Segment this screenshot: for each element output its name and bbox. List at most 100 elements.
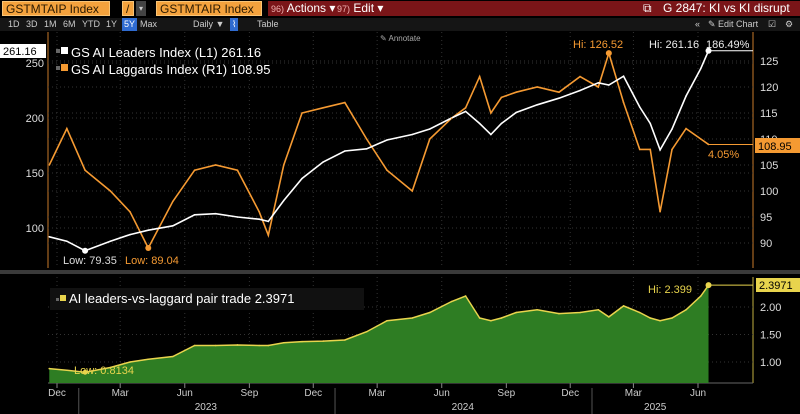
laggards-point (109, 190, 112, 192)
laggards-point (84, 169, 86, 171)
leaders-point (193, 214, 196, 216)
pair-legend-swatch (60, 295, 66, 301)
edit-label: Edit ▾ (353, 1, 384, 15)
leaders-point (685, 95, 687, 97)
legend-marker-bg (56, 66, 60, 70)
x-tick-label: Jun (434, 388, 450, 399)
laggards-point (649, 148, 652, 151)
pair-point (109, 366, 112, 369)
leaders-last-tag (0, 44, 46, 58)
pair-point (478, 317, 481, 319)
laggards-point (344, 101, 346, 104)
pair-point (147, 358, 150, 361)
table-button[interactable]: Table (257, 19, 279, 29)
security-2-field[interactable]: GSTMTAIR Index (156, 1, 262, 16)
range-1y[interactable]: 1Y (106, 19, 118, 29)
left-tick-label: 100 (26, 223, 44, 235)
range-ytd[interactable]: YTD (82, 19, 100, 29)
pair-point (48, 367, 51, 370)
pair-point (214, 344, 217, 347)
pair-point (193, 344, 196, 347)
laggards-point (267, 234, 270, 236)
leaders-point (172, 225, 174, 227)
actions-menu[interactable]: 96) Actions ▾ (268, 1, 338, 16)
x-tick-label: Dec (561, 388, 579, 399)
range-1m[interactable]: 1M (44, 19, 57, 29)
security-1-field[interactable]: GSTMTAIP Index (2, 1, 110, 16)
laggards-point (450, 117, 453, 119)
leaders-point (322, 161, 324, 163)
laggards-point (579, 75, 581, 78)
leaders-point (536, 104, 539, 106)
pair-point (301, 340, 303, 343)
pair-point (515, 311, 517, 314)
laggards-point (429, 138, 431, 140)
x-tick-label: Jun (690, 388, 706, 399)
leaders-point (365, 148, 368, 150)
chart-type-icon[interactable]: ⌇ (230, 18, 239, 31)
range-5y[interactable]: 5Y (122, 18, 138, 31)
gear-icon[interactable]: ⚙ (785, 19, 794, 29)
pair-low-marker (82, 369, 88, 375)
edit-chart-button[interactable]: ✎ Edit Chart (708, 19, 759, 29)
right-tick-label: 100 (760, 186, 778, 198)
leaders-point (500, 122, 503, 125)
right-tick-label: 115 (760, 108, 778, 120)
pair-point (429, 311, 431, 314)
frequency-select[interactable]: Daily ▼ (193, 19, 225, 29)
leaders-point (109, 240, 112, 242)
right-tick-label: 125 (760, 56, 778, 68)
leaders-low-marker (82, 247, 89, 254)
x-tick-label: Jun (177, 388, 193, 399)
pair-area (49, 285, 709, 383)
pair-point (638, 311, 641, 314)
pair-point (622, 305, 625, 307)
pair-point (671, 317, 673, 319)
pair-last-value: 2.3971 (759, 280, 793, 292)
left-tick-label: 200 (26, 113, 44, 125)
laggards-point (129, 211, 131, 213)
laggards-point (214, 164, 217, 166)
edit-menu[interactable]: 97) Edit ▾ (334, 1, 386, 16)
range-1d[interactable]: 1D (8, 19, 20, 29)
leaders-point (638, 106, 641, 108)
edit-num: 97) (337, 4, 351, 14)
leaders-point (579, 89, 581, 92)
laggards-point (500, 96, 503, 99)
pair-point (659, 319, 661, 322)
x-tick-label: Dec (48, 388, 66, 399)
leaders-point (301, 177, 303, 180)
laggards-point (301, 112, 303, 114)
annotate-button[interactable]: ✎ Annotate (380, 34, 421, 43)
divider-field[interactable]: / (122, 1, 134, 16)
laggards-point (685, 127, 687, 130)
range-6m[interactable]: 6M (63, 19, 76, 29)
laggards-hi-label: Hi: 126.52 (573, 39, 623, 51)
header-bar: GSTMTAIP Index / ▾ GSTMTAIR Index 96) Ac… (0, 0, 800, 17)
leaders-point (597, 82, 600, 84)
x-tick-label: Sep (240, 388, 258, 399)
year-label: 2023 (195, 402, 218, 413)
pair-low-label: Low: 0.8134 (74, 365, 134, 377)
pair-tick-label: 1.50 (760, 330, 781, 342)
laggards-point (700, 138, 702, 140)
pair-tick-label: 2.00 (760, 302, 781, 314)
collapse-icon[interactable]: « (695, 19, 701, 29)
settings-icon-a[interactable]: ☑ (768, 19, 777, 29)
external-link-icon[interactable]: ⧉ (643, 1, 652, 15)
pair-point (450, 300, 453, 303)
pair-point (172, 355, 174, 358)
laggards-point (386, 169, 388, 171)
pair-point (649, 317, 652, 319)
range-3d[interactable]: 3D (26, 19, 38, 29)
laggards-point (515, 91, 517, 93)
leaders-point (411, 133, 414, 136)
left-tick-label: 250 (26, 58, 44, 70)
year-label: 2025 (644, 402, 667, 413)
actions-num: 96) (271, 4, 285, 14)
dropdown-button[interactable]: ▾ (136, 1, 146, 16)
range-max[interactable]: Max (140, 19, 158, 29)
chart-title: G 2847: KI vs KI disrupt (663, 1, 790, 15)
panel-divider (0, 270, 800, 274)
